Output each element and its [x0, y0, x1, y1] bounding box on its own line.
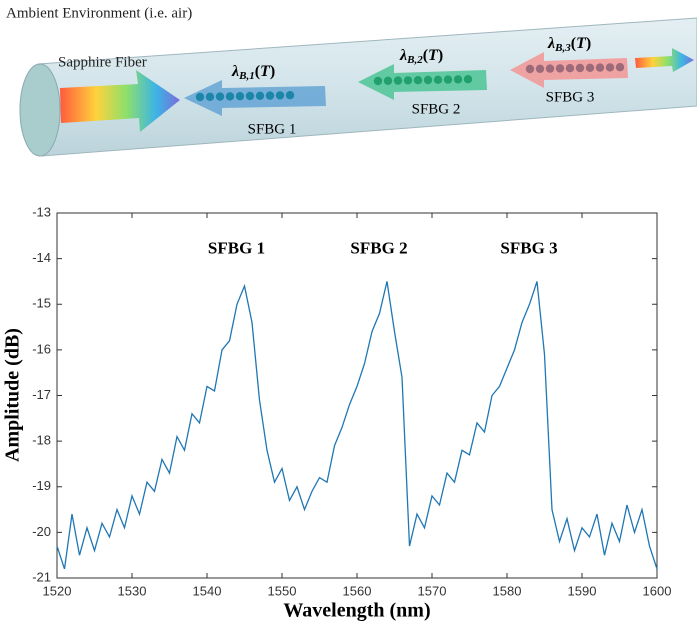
- x-tick-label: 1520: [43, 583, 72, 598]
- grating-dot: [205, 92, 215, 102]
- environment-label: Ambient Environment (i.e. air): [6, 5, 192, 21]
- x-tick-label: 1570: [418, 583, 447, 598]
- wavelength-label: λB,1(T): [231, 63, 275, 82]
- x-tick-label: 1600: [643, 583, 672, 598]
- y-tick-label: -19: [32, 478, 51, 493]
- label-part: ): [586, 35, 591, 52]
- y-tick-label: -20: [32, 524, 51, 539]
- grating-dot: [245, 91, 255, 101]
- peak-label: SFBG 3: [500, 239, 557, 258]
- label-part: T: [428, 47, 439, 64]
- output-arrow: [635, 48, 694, 72]
- grating-dot: [255, 91, 265, 101]
- grating-name: SFBG 2: [412, 101, 461, 117]
- grating-dot: [525, 64, 535, 74]
- y-tick-label: -15: [32, 296, 51, 311]
- grating-dot: [235, 92, 245, 101]
- label-part: λ: [231, 63, 239, 80]
- grating-dot: [575, 63, 585, 73]
- peak-label: SFBG 2: [350, 239, 407, 258]
- peak-label: SFBG 1: [208, 239, 265, 258]
- y-tick-label: -14: [32, 250, 51, 265]
- grating-dot: [463, 75, 473, 84]
- grating-name: SFBG 1: [248, 121, 297, 137]
- plot-frame: [56, 212, 658, 579]
- grating-dot: [453, 75, 463, 84]
- grating-labels: SFBG 1λB,1(T)SFBG 2λB,2(T)SFBG 3λB,3(T): [231, 35, 594, 138]
- grating-dot: [433, 75, 443, 85]
- grating-dot: [615, 62, 625, 72]
- grating-dot: [585, 63, 595, 72]
- label-part: ): [270, 63, 275, 80]
- grating-dot: [545, 64, 555, 73]
- y-tick-label: -21: [32, 569, 51, 584]
- grating-dot: [423, 75, 433, 85]
- x-tick-label: 1560: [343, 583, 372, 598]
- label-part: T: [260, 63, 271, 80]
- grating-name: SFBG 3: [546, 89, 595, 105]
- label-part: λ: [399, 47, 407, 64]
- grating-dot: [195, 92, 205, 102]
- x-tick-label: 1540: [193, 583, 222, 598]
- wavelength-label: λB,2(T): [399, 47, 443, 66]
- label-part: (: [571, 35, 576, 52]
- grating-dot: [275, 91, 285, 100]
- grating-dot: [383, 76, 393, 86]
- reflection-arrow: [184, 80, 326, 116]
- fiber-end: [19, 63, 61, 157]
- grating-dot: [215, 92, 225, 101]
- y-tick-label: -13: [32, 204, 51, 219]
- grating-dot: [265, 91, 275, 100]
- fiber-label: Sapphire Fiber: [58, 54, 147, 70]
- wavelength-label: λB,3(T): [547, 35, 591, 54]
- input-arrow: [60, 70, 180, 132]
- spectrum-line: [56, 281, 658, 570]
- y-tick-label: -17: [32, 387, 51, 402]
- reflection-arrow: [358, 64, 487, 100]
- y-tick-label: -18: [32, 433, 51, 448]
- y-tick-label: -16: [32, 341, 51, 356]
- label-part: T: [576, 35, 587, 52]
- grating-dot: [443, 75, 453, 84]
- x-axis-label: Wavelength (nm): [283, 600, 430, 622]
- grating-dot: [225, 92, 235, 101]
- grating-dot: [595, 63, 605, 72]
- label-part: B,2: [406, 54, 423, 66]
- grating-dot: [535, 64, 545, 74]
- x-tick-label: 1550: [268, 583, 297, 598]
- grating-dot: [413, 76, 423, 85]
- grating-dot: [373, 76, 383, 86]
- grating-dot: [393, 76, 403, 85]
- x-tick-label: 1590: [568, 583, 597, 598]
- label-part: B,3: [554, 42, 571, 54]
- label-part: ): [438, 47, 443, 64]
- label-part: (: [423, 47, 428, 64]
- grating-dot: [555, 64, 565, 73]
- grating-dots: [195, 62, 625, 102]
- label-part: λ: [547, 35, 555, 52]
- grating-dot: [403, 76, 413, 85]
- x-tick-label: 1530: [118, 583, 147, 598]
- x-tick-label: 1580: [493, 583, 522, 598]
- grating-dot: [565, 63, 575, 73]
- y-axis-label: Amplitude (dB): [2, 328, 24, 462]
- grating-dot: [285, 91, 295, 100]
- label-part: (: [255, 63, 260, 80]
- label-part: B,1: [238, 70, 255, 82]
- grating-dot: [605, 63, 615, 72]
